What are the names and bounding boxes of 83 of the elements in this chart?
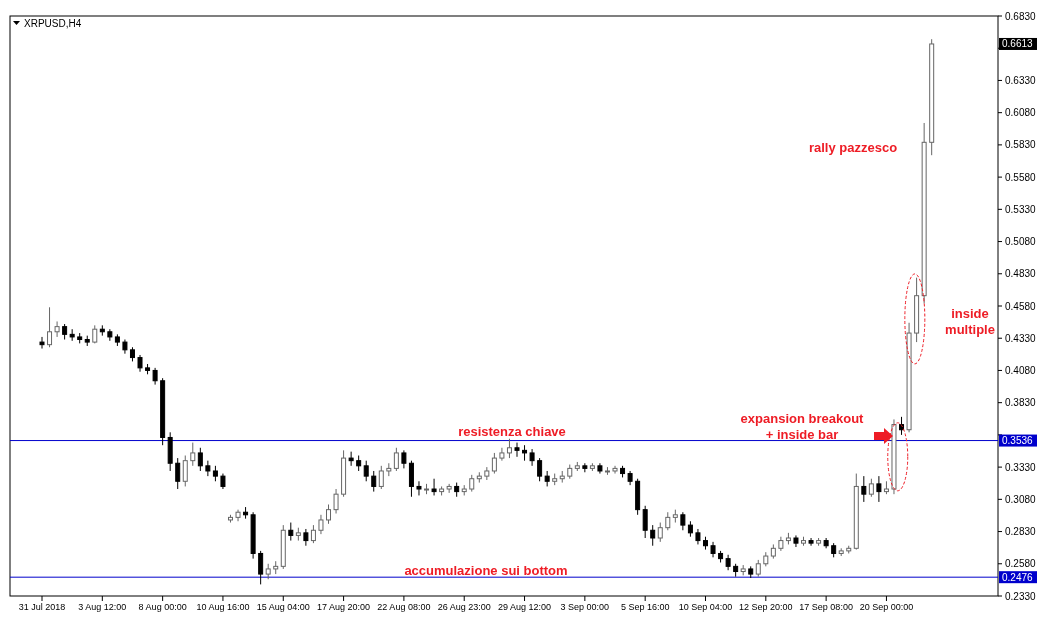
y-tick-label: 0.4080: [1005, 364, 1037, 376]
x-tick-label: 5 Sep 16:00: [620, 602, 670, 612]
candlestick: [657, 522, 663, 543]
candlestick: [446, 483, 452, 494]
candlestick: [499, 447, 505, 462]
candlestick: [868, 478, 874, 498]
candlestick: [182, 455, 188, 487]
y-tick-label: 0.4580: [1005, 300, 1037, 312]
candlestick: [537, 457, 543, 482]
candlestick: [205, 460, 211, 477]
x-tick-label: 8 Aug 00:00: [138, 602, 187, 612]
candlestick: [491, 452, 497, 475]
annotation: accumulazione sui bottom: [404, 563, 568, 578]
y-tick-label: 0.2580: [1005, 558, 1037, 570]
candlestick: [612, 465, 618, 475]
y-tick-label: 0.4830: [1005, 268, 1037, 280]
candlestick: [680, 511, 686, 531]
y-tick-label: 0.2830: [1005, 526, 1037, 538]
x-tick-label: 20 Sep 00:00: [859, 602, 914, 612]
candlestick: [333, 488, 339, 515]
candlestick: [408, 460, 414, 498]
candlestick: [808, 537, 814, 547]
x-tick-label: 22 Aug 08:00: [377, 602, 431, 612]
y-tick-label: 0.3830: [1005, 397, 1037, 409]
x-tick-label: 12 Sep 20:00: [739, 602, 793, 612]
y-tick-label: 0.6080: [1005, 107, 1037, 119]
y-tick-label: 0.5580: [1005, 171, 1037, 183]
y-tick-label: 0.6330: [1005, 74, 1037, 86]
x-tick-label: 26 Aug 23:00: [437, 602, 491, 612]
candlestick: [514, 442, 520, 458]
candlestick: [431, 478, 437, 496]
x-tick-label: 10 Aug 16:00: [196, 602, 250, 612]
y-tick-label: 0.6830: [1005, 10, 1037, 22]
x-tick-label: 17 Sep 08:00: [799, 602, 853, 612]
candlestick: [665, 511, 671, 531]
candlestick: [642, 505, 648, 539]
x-tick-label: 3 Sep 00:00: [560, 602, 610, 612]
x-tick-label: 15 Aug 04:00: [256, 602, 310, 612]
x-tick-label: 17 Aug 20:00: [317, 602, 371, 612]
ref-line-label: 0.2476: [1002, 571, 1034, 583]
y-tick-label: 0.3080: [1005, 493, 1037, 505]
candlestick: [190, 442, 196, 467]
candlestick: [175, 457, 181, 490]
y-tick-label: 0.2330: [1005, 590, 1037, 602]
candlestick: [416, 480, 422, 496]
y-tick-label: 0.5080: [1005, 236, 1037, 248]
annotation: rally pazzesco: [808, 140, 898, 155]
text: 0.6613: [1002, 38, 1034, 50]
annotation: expansion breakout + inside bar: [740, 411, 865, 442]
candlestick: [529, 448, 535, 467]
candlestick: [47, 306, 53, 348]
candlestick: [582, 462, 588, 473]
candlestick: [348, 451, 354, 467]
x-tick-label: 10 Sep 04:00: [678, 602, 733, 612]
candlestick: [318, 514, 324, 535]
candlestick: [876, 475, 882, 503]
candlestick: [303, 528, 309, 547]
candlestick: [378, 465, 384, 490]
candlestick: [401, 449, 407, 469]
candlestick: [393, 447, 399, 472]
y-tick-label: 0.5330: [1005, 203, 1037, 215]
y-tick-label: 0.3330: [1005, 461, 1037, 473]
candlestick: [258, 550, 264, 585]
candlestick: [288, 522, 294, 542]
annotation: inside multiple: [945, 306, 995, 337]
candlestick: [506, 438, 512, 459]
candlestick: [371, 470, 377, 493]
x-tick-label: 3 Aug 12:00: [78, 602, 127, 612]
candlestick: [197, 447, 203, 472]
x-tick-label: 31 Jul 2018: [18, 602, 66, 612]
candlestick: [861, 475, 867, 503]
candlestick: [650, 524, 656, 547]
ref-line-label: 0.3536: [1002, 435, 1034, 447]
candlestick: [310, 524, 316, 544]
annotation: resistenza chiave: [458, 424, 566, 439]
candlestick: [54, 320, 60, 338]
candlestick: [326, 503, 332, 525]
x-tick-label: 29 Aug 12:00: [498, 602, 552, 612]
chart-title: XRPUSD,H4: [24, 18, 82, 29]
candlestick: [39, 336, 45, 350]
y-tick-label: 0.4330: [1005, 332, 1037, 344]
candlestick: [363, 460, 369, 482]
y-tick-label: 0.5830: [1005, 139, 1037, 151]
